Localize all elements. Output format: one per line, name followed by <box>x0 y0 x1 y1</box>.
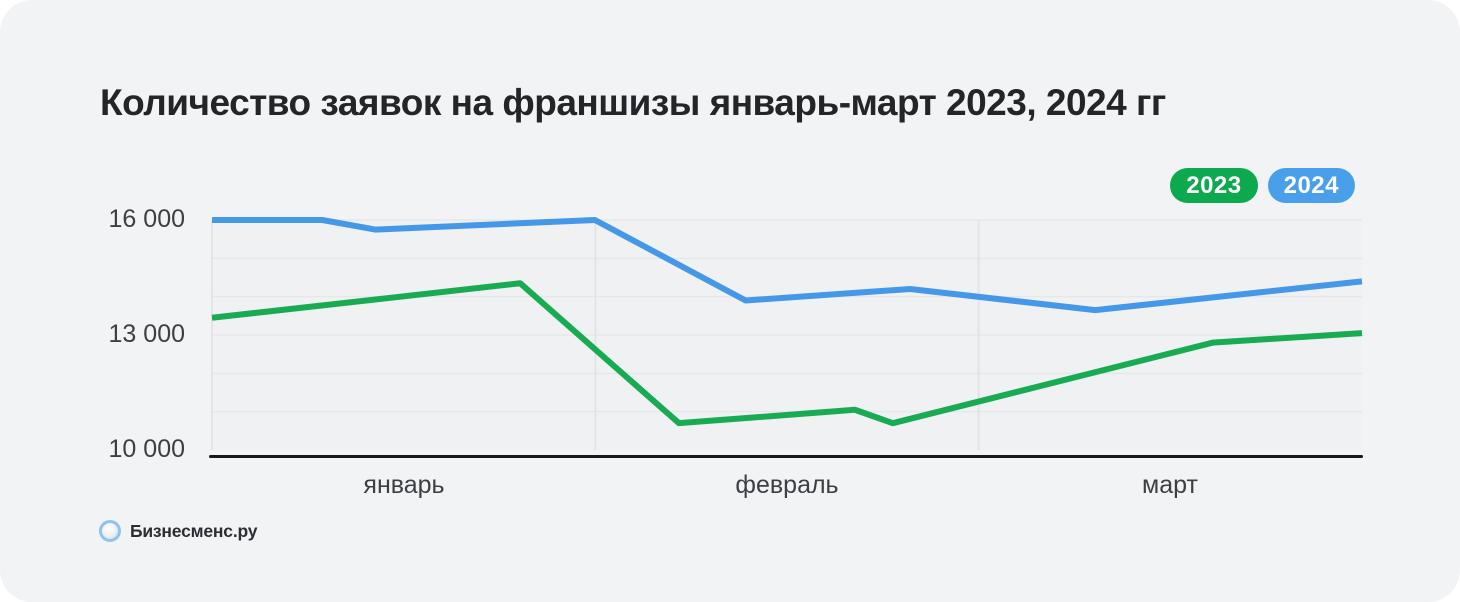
line-chart <box>211 217 1363 450</box>
x-axis-line <box>209 455 1363 458</box>
legend-pill-2024[interactable]: 2024 <box>1267 168 1355 203</box>
y-tick-13000: 13 000 <box>108 320 185 348</box>
series-line-2024 <box>212 217 1363 314</box>
sphere-logo-icon <box>99 520 121 542</box>
legend-pill-2023[interactable]: 2023 <box>1170 168 1258 203</box>
source-branding: Бизнесменс.ру <box>99 520 257 542</box>
x-tick-january: январь <box>363 471 445 499</box>
y-tick-10000: 10 000 <box>108 435 185 463</box>
chart-legend: 2023 2024 <box>1170 168 1355 203</box>
page-title: Количество заявок на франшизы январь-мар… <box>100 82 1166 123</box>
series-line-2023 <box>211 280 1363 427</box>
y-tick-16000: 16 000 <box>108 205 185 233</box>
x-tick-march: март <box>1142 471 1198 499</box>
x-tick-february: февраль <box>735 471 839 499</box>
source-label: Бизнесменс.ру <box>130 520 258 541</box>
